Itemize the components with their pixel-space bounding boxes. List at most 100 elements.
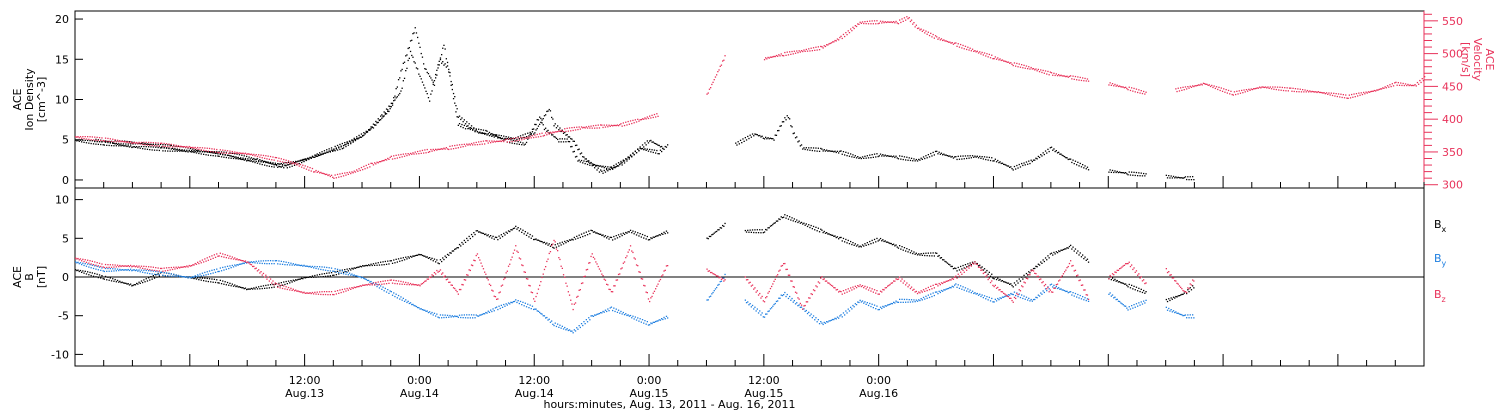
- velocity-point: [254, 155, 256, 157]
- field-point-by: [1170, 309, 1172, 311]
- field-title-line1: ACE: [11, 266, 24, 288]
- velocity-point: [290, 161, 292, 163]
- density-point: [423, 84, 425, 86]
- field-point-bx: [919, 254, 921, 256]
- field-point-bx: [918, 253, 920, 255]
- density-point: [360, 133, 363, 135]
- density-point: [537, 119, 540, 121]
- field-point-bx: [90, 274, 92, 277]
- field-point-bz: [962, 269, 964, 271]
- field-point-bz: [971, 262, 974, 264]
- field-point-bz: [910, 286, 913, 288]
- field-point-by: [208, 270, 211, 272]
- velocity-point: [200, 149, 202, 151]
- density-point: [858, 157, 860, 159]
- field-point-by: [557, 323, 559, 325]
- field-point-bx: [302, 278, 304, 280]
- density-tick-label: 10: [55, 94, 69, 107]
- field-point-bx: [638, 235, 640, 237]
- velocity-point: [126, 141, 128, 143]
- field-point-bz: [558, 257, 560, 259]
- field-point-bz: [1125, 263, 1127, 265]
- field-point-by: [279, 263, 281, 265]
- field-point-by: [449, 314, 451, 317]
- density-point: [165, 147, 168, 149]
- field-point-bx: [389, 260, 391, 262]
- field-point-bx: [866, 242, 868, 244]
- density-point: [1190, 179, 1193, 181]
- velocity-point: [1145, 91, 1147, 93]
- field-point-by: [1058, 287, 1060, 289]
- velocity-point: [1194, 85, 1196, 87]
- density-point: [1120, 171, 1122, 174]
- density-point: [829, 150, 831, 152]
- density-point: [432, 83, 434, 85]
- field-point-bx: [756, 229, 758, 231]
- density-point: [198, 152, 200, 155]
- velocity-point: [1207, 84, 1209, 86]
- field-point-by: [393, 292, 395, 294]
- velocity-point: [921, 30, 923, 32]
- field-point-by: [542, 315, 544, 317]
- field-point-bx: [1174, 297, 1176, 299]
- field-point-by: [503, 303, 505, 306]
- velocity-point: [901, 18, 903, 20]
- velocity-point: [1409, 84, 1411, 86]
- field-point-bx: [1024, 276, 1026, 278]
- field-point-bz: [576, 296, 578, 298]
- field-point-bx: [707, 238, 709, 240]
- density-point: [1016, 164, 1018, 167]
- field-point-bz: [272, 280, 274, 282]
- velocity-point: [1040, 69, 1042, 71]
- velocity-point: [1204, 83, 1206, 85]
- density-point: [470, 127, 473, 129]
- field-point-bz: [338, 292, 340, 294]
- density-point: [522, 134, 524, 136]
- density-point: [357, 138, 359, 140]
- field-point-bz: [173, 266, 175, 268]
- density-point: [231, 155, 233, 158]
- velocity-point: [204, 147, 206, 149]
- field-point-bx: [968, 265, 970, 267]
- velocity-point: [1235, 93, 1237, 96]
- field-point-bx: [612, 239, 614, 241]
- density-point: [503, 139, 505, 141]
- density-point: [114, 143, 116, 145]
- field-point-bz: [382, 280, 384, 282]
- field-point-by: [798, 304, 800, 306]
- density-point: [802, 148, 804, 150]
- velocity-point: [296, 164, 298, 166]
- field-point-bz: [817, 281, 819, 283]
- field-point-bz: [757, 294, 760, 296]
- velocity-point: [213, 148, 215, 150]
- density-point: [846, 155, 848, 157]
- velocity-point: [206, 147, 208, 149]
- field-point-by: [1015, 294, 1017, 297]
- density-point: [1115, 171, 1117, 174]
- velocity-point: [208, 147, 211, 150]
- density-point: [390, 106, 392, 108]
- field-point-bx: [928, 255, 931, 257]
- density-point: [826, 149, 828, 151]
- field-point-bz: [103, 266, 105, 269]
- field-point-by: [332, 270, 334, 272]
- field-point-bz: [507, 265, 510, 267]
- density-point: [1070, 158, 1072, 160]
- field-point-by: [757, 312, 760, 314]
- field-point-bz: [840, 291, 842, 293]
- field-point-bx: [1166, 300, 1169, 303]
- field-point-by: [1066, 290, 1068, 292]
- density-point: [476, 130, 479, 133]
- density-point: [920, 157, 922, 159]
- field-point-bz: [790, 280, 792, 282]
- field-point-bz: [155, 267, 157, 269]
- field-point-by: [662, 318, 664, 321]
- field-point-bz: [1058, 280, 1060, 282]
- velocity-point: [826, 44, 828, 46]
- density-point: [908, 157, 910, 159]
- velocity-point: [82, 136, 84, 138]
- field-point-by: [102, 270, 104, 272]
- density-point: [1113, 171, 1115, 174]
- density-point: [1139, 175, 1141, 177]
- density-point: [603, 169, 605, 172]
